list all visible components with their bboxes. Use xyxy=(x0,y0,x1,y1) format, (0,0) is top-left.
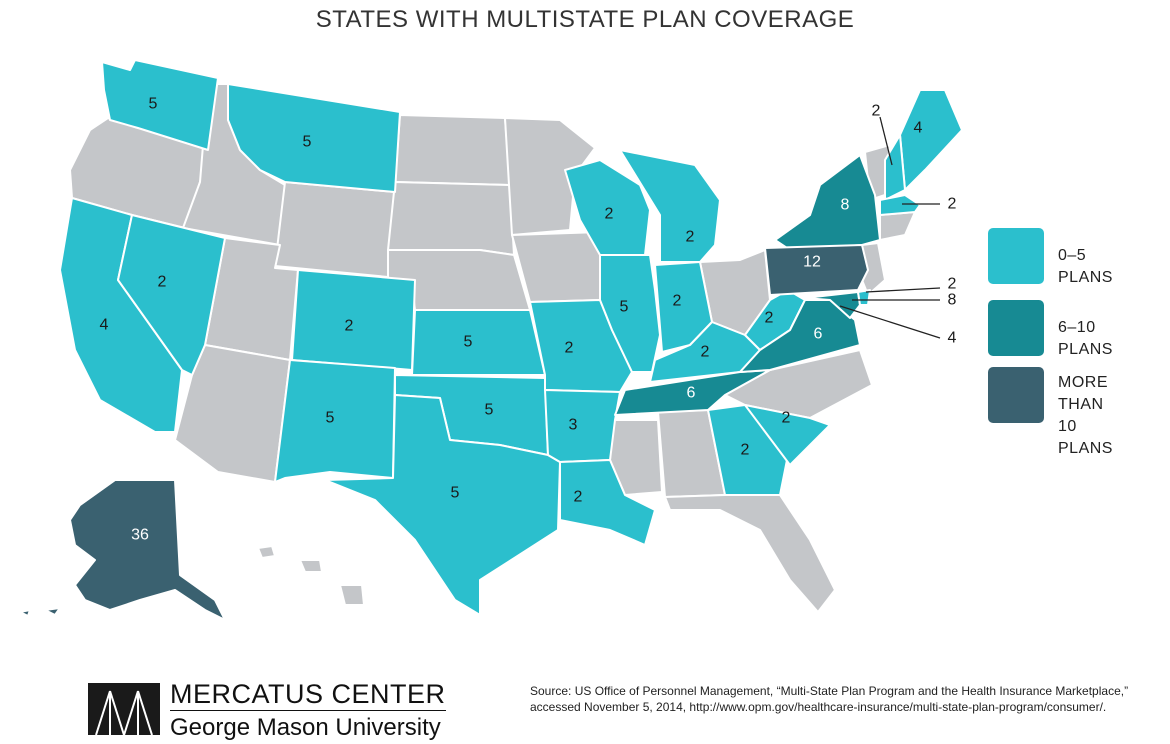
legend-swatch-gt-10 xyxy=(988,367,1044,423)
label-nv: 2 xyxy=(158,274,167,291)
label-me: 4 xyxy=(914,120,923,137)
university-name: George Mason University xyxy=(170,710,446,742)
state-nd[interactable] xyxy=(394,114,511,186)
org-name: MERCATUS CENTER xyxy=(170,679,446,709)
state-labels: 5 5 4 2 2 5 5 5 5 2 3 2 2 5 2 2 2 6 2 6 … xyxy=(100,96,957,544)
label-il: 5 xyxy=(620,299,629,316)
state-md[interactable] xyxy=(804,291,861,319)
state-mt[interactable] xyxy=(227,83,401,193)
label-ca: 4 xyxy=(100,317,109,334)
label-wv: 2 xyxy=(765,310,774,327)
label-in: 2 xyxy=(673,293,682,310)
state-ct-ri[interactable] xyxy=(879,211,916,241)
state-wi[interactable] xyxy=(564,159,651,256)
legend-label-0-5: 0–5 PLANS xyxy=(1058,247,1113,286)
state-wa[interactable] xyxy=(101,59,219,151)
label-ak: 36 xyxy=(131,527,149,544)
label-md: 8 xyxy=(948,292,957,309)
state-de[interactable] xyxy=(857,289,871,306)
label-pa: 12 xyxy=(803,254,821,271)
state-hi[interactable] xyxy=(257,545,365,606)
state-fl[interactable] xyxy=(664,494,836,613)
label-ks: 5 xyxy=(464,334,473,351)
leader-de xyxy=(865,287,941,293)
state-me[interactable] xyxy=(899,89,963,191)
label-ga: 2 xyxy=(741,442,750,459)
state-tx[interactable] xyxy=(324,394,561,616)
state-la[interactable] xyxy=(559,459,656,546)
legend-swatch-6-10 xyxy=(988,300,1044,356)
states-without-coverage xyxy=(69,83,916,613)
label-ma: 2 xyxy=(948,196,957,213)
state-mi[interactable] xyxy=(619,149,721,263)
state-ar[interactable] xyxy=(544,389,621,463)
label-mo: 2 xyxy=(565,340,574,357)
state-ak[interactable] xyxy=(19,479,226,621)
label-tx: 5 xyxy=(451,485,460,502)
label-sc: 2 xyxy=(782,410,791,427)
brand-block: MERCATUS CENTER George Mason University xyxy=(170,678,446,742)
label-co: 2 xyxy=(345,318,354,335)
state-ks[interactable] xyxy=(411,309,546,376)
label-wi: 2 xyxy=(605,206,614,223)
label-mt: 5 xyxy=(303,134,312,151)
state-co[interactable] xyxy=(291,269,416,371)
leader-nh xyxy=(879,116,893,166)
label-mi: 2 xyxy=(686,229,695,246)
label-nh: 2 xyxy=(872,103,881,120)
label-nm: 5 xyxy=(326,410,335,427)
state-wy[interactable] xyxy=(274,181,396,278)
legend-label-gt-10: MORE THAN 10 PLANS xyxy=(1058,374,1113,457)
state-nm[interactable] xyxy=(274,359,396,483)
label-wa: 5 xyxy=(149,96,158,113)
label-tn: 6 xyxy=(687,385,696,402)
state-nh[interactable] xyxy=(884,134,906,201)
label-dc: 4 xyxy=(948,330,957,347)
label-ky: 2 xyxy=(701,344,710,361)
state-sc[interactable] xyxy=(744,404,831,466)
label-ar: 3 xyxy=(569,417,578,434)
label-de: 2 xyxy=(948,276,957,293)
source-citation: Source: US Office of Personnel Managemen… xyxy=(530,684,1129,714)
mercatus-logo-icon xyxy=(88,683,160,735)
label-la: 2 xyxy=(574,489,583,506)
label-va: 6 xyxy=(814,326,823,343)
legend-label-6-10: 6–10 PLANS xyxy=(1058,319,1113,358)
state-ny[interactable] xyxy=(774,154,881,251)
states-with-coverage xyxy=(19,59,963,621)
leader-dc xyxy=(839,305,941,339)
label-ny: 8 xyxy=(841,197,850,214)
map-title: STATES WITH MULTISTATE PLAN COVERAGE xyxy=(315,6,855,33)
state-ma[interactable] xyxy=(879,194,921,216)
leader-lines xyxy=(839,116,941,339)
state-pa[interactable] xyxy=(764,244,869,296)
legend-swatch-0-5 xyxy=(988,228,1044,284)
state-nv[interactable] xyxy=(117,214,226,376)
state-sd[interactable] xyxy=(387,181,515,256)
label-ok: 5 xyxy=(485,402,494,419)
